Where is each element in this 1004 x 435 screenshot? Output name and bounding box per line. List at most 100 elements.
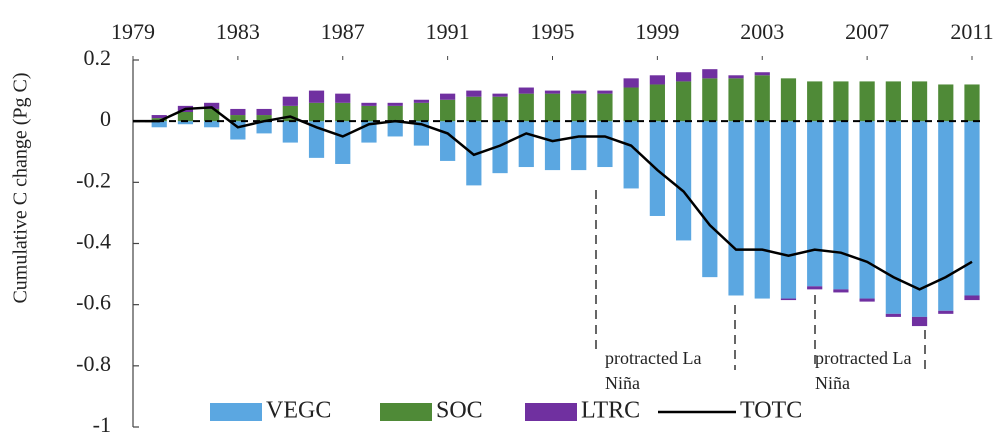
bar: [492, 96, 508, 122]
line: [133, 106, 973, 291]
bar: [177, 121, 194, 125]
y-tick-label: -0.4: [76, 229, 111, 254]
bar: [335, 93, 351, 103]
bar: [518, 121, 534, 168]
bar: [282, 121, 298, 143]
bar: [413, 99, 430, 103]
bar: [571, 93, 587, 122]
bar: [387, 121, 403, 137]
bar: [964, 121, 980, 296]
bar: [466, 90, 482, 97]
bar: [911, 316, 928, 327]
bar: [466, 96, 482, 122]
bar: [151, 118, 167, 122]
bar: [938, 310, 954, 314]
bar: [623, 78, 639, 88]
bar: [702, 69, 718, 79]
y-tick-label: 0: [100, 106, 111, 131]
bar: [964, 295, 980, 301]
bar: [728, 78, 744, 122]
legend-swatch: [525, 403, 577, 421]
bar: [387, 105, 403, 122]
bar: [571, 121, 587, 171]
bar: [938, 121, 954, 311]
x-tick-label: 1999: [635, 19, 679, 44]
x-tick-label: 1983: [216, 19, 260, 44]
y-tick-label: -0.2: [76, 167, 111, 192]
legend-label: VEGC: [266, 398, 331, 424]
legend-label: TOTC: [740, 398, 802, 424]
bar: [335, 121, 351, 164]
bar: [518, 93, 534, 122]
bar: [151, 121, 167, 128]
bar: [256, 115, 272, 122]
bar: [833, 81, 849, 122]
bar: [440, 121, 456, 161]
bar: [649, 84, 665, 122]
bar: [335, 102, 351, 122]
bar: [859, 298, 875, 302]
bar: [675, 121, 692, 241]
legend-swatch: [380, 403, 432, 421]
bar: [597, 93, 613, 122]
legend-label: SOC: [436, 398, 483, 424]
x-tick-label: 1979: [111, 19, 155, 44]
annotation: protracted La: [815, 348, 911, 368]
bar: [413, 121, 430, 146]
bar: [492, 93, 508, 97]
bar: [807, 81, 823, 122]
x-tick-label: 2011: [950, 19, 993, 44]
bar: [518, 87, 534, 94]
bar: [833, 121, 849, 290]
y-tick-label: -0.6: [76, 290, 111, 315]
bar: [780, 78, 797, 122]
x-tick-label: 1995: [531, 19, 575, 44]
bar: [859, 81, 875, 122]
bar: [282, 96, 298, 106]
bar: [230, 108, 246, 116]
bar: [885, 313, 901, 317]
bar: [728, 75, 744, 79]
legend-swatch: [210, 403, 262, 421]
bar: [308, 90, 325, 103]
bar: [597, 121, 613, 168]
legend-label: LTRC: [581, 398, 640, 424]
bar: [597, 90, 613, 94]
bar: [413, 102, 430, 122]
bar: [361, 102, 377, 106]
bar: [387, 102, 403, 106]
annotation: Niña: [815, 373, 850, 393]
bar: [544, 90, 561, 94]
bar: [256, 108, 272, 116]
bar: [911, 121, 928, 317]
bar: [911, 81, 928, 122]
bar: [204, 102, 220, 109]
x-tick-label: 1987: [321, 19, 365, 44]
bar: [833, 289, 849, 293]
bar: [492, 121, 508, 174]
y-axis-label: Cumulative C change (Pg C): [10, 72, 32, 303]
bar: [754, 121, 770, 299]
bar: [256, 121, 272, 134]
bar: [440, 93, 456, 100]
bar: [938, 84, 954, 122]
bar: [440, 99, 456, 122]
bar: [623, 87, 639, 122]
bar: [754, 72, 770, 76]
y-tick-label: 0.2: [84, 45, 112, 70]
annotation: protracted La: [605, 348, 701, 368]
bar: [780, 121, 797, 299]
bar: [780, 298, 797, 301]
bar: [728, 121, 744, 296]
bar: [308, 121, 325, 158]
y-tick-label: -0.8: [76, 351, 111, 376]
annotation: Niña: [605, 373, 640, 393]
bar: [544, 93, 561, 122]
x-tick-label: 2003: [740, 19, 784, 44]
bar: [230, 115, 246, 122]
bar: [807, 121, 823, 287]
bar: [964, 84, 980, 122]
bar: [177, 111, 194, 122]
bar: [702, 121, 718, 278]
